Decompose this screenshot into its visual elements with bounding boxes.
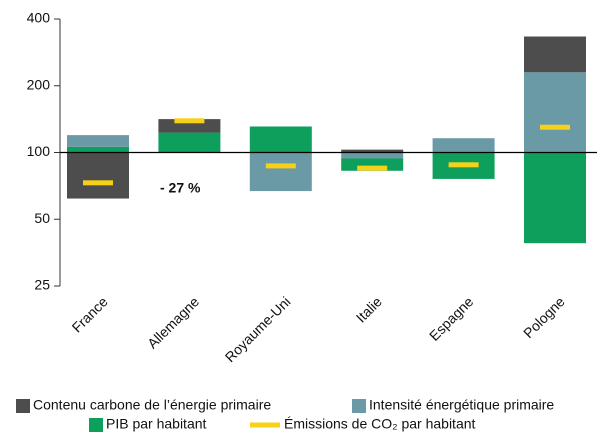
- y-tick-label: 100: [27, 143, 51, 159]
- legend-label: Contenu carbone de l’énergie primaire: [33, 397, 271, 413]
- bar-segment: [341, 152, 404, 159]
- bar-segment: [524, 152, 586, 244]
- y-tick-label: 400: [27, 10, 51, 26]
- legend-swatch: [89, 418, 103, 432]
- x-tick-label: Pologne: [520, 293, 568, 341]
- bar-segment: [158, 119, 221, 133]
- x-tick-label: France: [69, 293, 111, 335]
- emission-marker: [174, 118, 205, 124]
- bar-segment: [67, 146, 129, 153]
- emission-marker: [540, 124, 570, 130]
- bar-segment: [341, 158, 404, 171]
- bar-segment: [67, 152, 129, 199]
- bar-segment: [341, 149, 404, 153]
- annotation: - 27 %: [160, 180, 201, 196]
- y-tick-label: 200: [27, 76, 51, 92]
- x-tick-label: Italie: [353, 293, 385, 325]
- bar-segment: [432, 138, 495, 153]
- emission-marker: [83, 180, 113, 186]
- legend-swatch: [352, 399, 366, 413]
- bar-segment: [524, 72, 586, 153]
- x-tick-label: Espagne: [426, 293, 477, 344]
- legend-swatch: [16, 399, 30, 413]
- bar-segment: [67, 135, 129, 147]
- bar-segment: [249, 152, 312, 192]
- emission-marker: [265, 163, 296, 169]
- legend-label: Intensité énergétique primaire: [369, 397, 554, 413]
- legend-label: PIB par habitant: [106, 416, 207, 432]
- legend-swatch: [250, 422, 280, 428]
- bar-segment: [524, 36, 586, 73]
- legend-label: Émissions de CO₂ par habitant: [284, 416, 476, 432]
- emission-marker: [448, 162, 479, 168]
- y-tick-label: 25: [34, 277, 50, 293]
- x-tick-label: Royaume-Uni: [222, 293, 294, 365]
- x-tick-label: Allemagne: [144, 293, 202, 351]
- emission-marker: [357, 165, 388, 171]
- bar-segment: [249, 126, 312, 153]
- bar-segment: [158, 132, 221, 153]
- y-tick-label: 50: [34, 210, 50, 226]
